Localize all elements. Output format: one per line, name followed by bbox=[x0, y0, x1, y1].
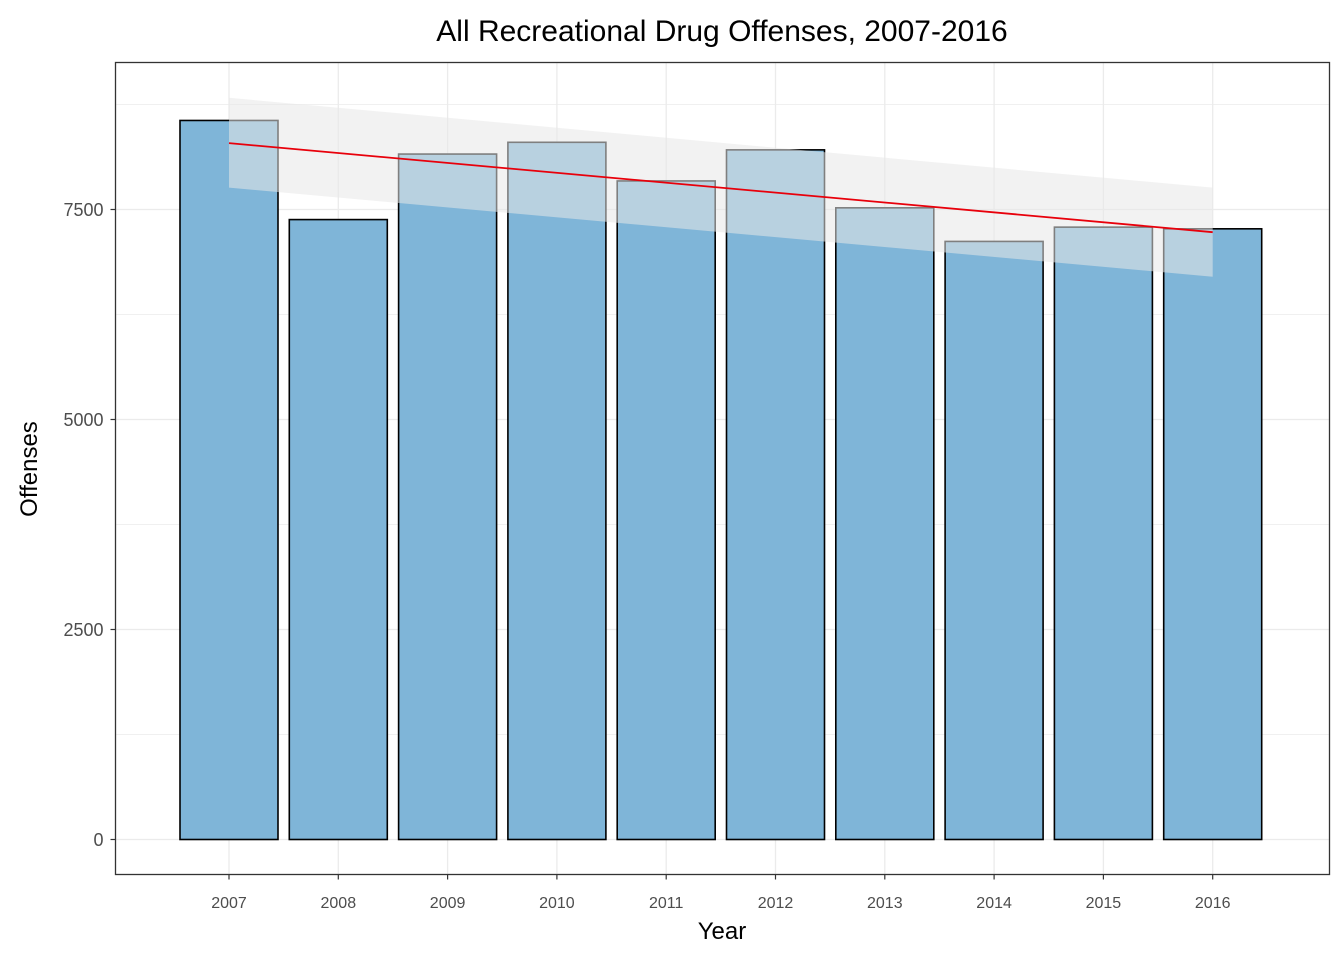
x-tick-label: 2013 bbox=[867, 895, 903, 912]
x-tick-label: 2008 bbox=[321, 895, 357, 912]
bar-2011 bbox=[616, 180, 717, 841]
x-tick-label: 2014 bbox=[976, 895, 1012, 912]
x-axis-title: Year bbox=[698, 918, 747, 945]
trend-line bbox=[228, 142, 1213, 234]
chart-title: All Recreational Drug Offenses, 2007-201… bbox=[436, 15, 1007, 48]
x-tick-label: 2011 bbox=[649, 895, 684, 912]
x-tick-label: 2016 bbox=[1195, 895, 1231, 912]
bar-2015 bbox=[1053, 226, 1154, 841]
x-tick-label: 2010 bbox=[539, 895, 575, 912]
x-tick-label: 2012 bbox=[758, 895, 794, 912]
bar-2016 bbox=[1162, 228, 1263, 841]
bar-2007 bbox=[179, 119, 279, 841]
bar-2014 bbox=[944, 240, 1044, 841]
x-tick-label: 2009 bbox=[430, 895, 466, 912]
panel-border bbox=[114, 61, 1331, 876]
y-tick-label: 7500 bbox=[63, 200, 103, 220]
x-tick-label: 2015 bbox=[1086, 895, 1122, 912]
trend-layer bbox=[228, 97, 1213, 277]
bar-2010 bbox=[507, 141, 607, 841]
bar-2013 bbox=[834, 207, 935, 841]
y-axis: 0 2500 5000 7500 bbox=[63, 200, 116, 850]
y-axis-title: Offenses bbox=[16, 421, 43, 517]
x-tick-label: 2007 bbox=[211, 895, 247, 912]
y-tick-label: 2500 bbox=[63, 620, 103, 640]
y-tick-label: 5000 bbox=[63, 410, 103, 430]
x-axis: 2007 2008 2009 2010 2011 2012 2013 2014 2015 2016 bbox=[211, 874, 1231, 912]
bars bbox=[179, 119, 1263, 841]
bar-2009 bbox=[397, 153, 498, 841]
bar-2012 bbox=[725, 149, 826, 841]
y-tick-label: 0 bbox=[93, 830, 103, 850]
bar-2008 bbox=[288, 218, 389, 841]
